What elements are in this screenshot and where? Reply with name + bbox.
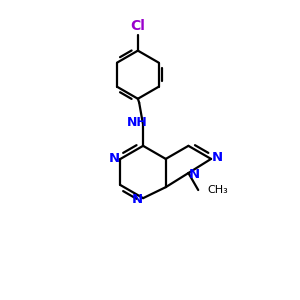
Text: N: N: [212, 151, 223, 164]
Text: Cl: Cl: [130, 19, 145, 33]
Text: N: N: [132, 193, 143, 206]
Text: CH₃: CH₃: [207, 185, 228, 195]
Text: N: N: [108, 152, 119, 165]
Text: NH: NH: [127, 116, 148, 129]
Text: N: N: [189, 168, 200, 181]
